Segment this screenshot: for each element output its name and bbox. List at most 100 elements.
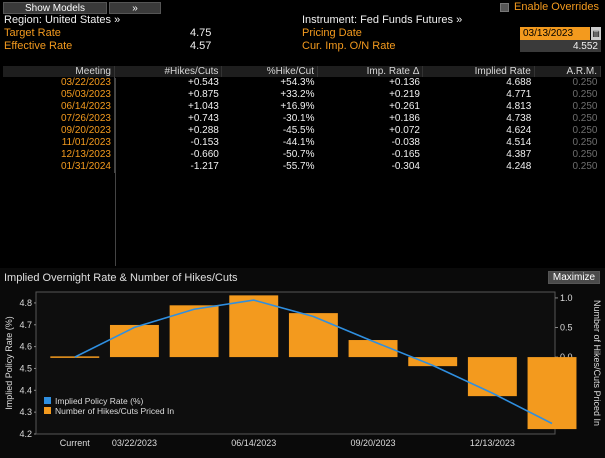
bar bbox=[348, 340, 398, 358]
y-tick-label: 4.2 bbox=[19, 429, 32, 439]
pricing-date-label: Pricing Date bbox=[302, 27, 362, 39]
implied-rate-line bbox=[74, 299, 553, 425]
imp-rate-delta-cell: +0.072 bbox=[389, 125, 420, 136]
pct-hike-cut-cell: -45.5% bbox=[282, 125, 315, 136]
pct-hike-cut-cell: -30.1% bbox=[282, 113, 315, 124]
implied-rate-cell: 4.514 bbox=[506, 137, 532, 148]
implied-rate-cell: 4.688 bbox=[506, 77, 532, 88]
imp-rate-delta-cell: +0.219 bbox=[389, 89, 420, 100]
table-row[interactable]: 05/03/2023 +0.875 +33.2% +0.219 4.771 0.250 bbox=[3, 89, 601, 101]
implied-rate-cell: 4.387 bbox=[506, 149, 532, 160]
bar bbox=[109, 324, 159, 358]
meeting-cell: 06/14/2023 bbox=[3, 101, 115, 113]
col-imp-rate-delta[interactable]: Imp. Rate Δ bbox=[317, 66, 424, 77]
hikes-cuts-cell: +1.043 bbox=[188, 101, 219, 112]
pct-hike-cut-cell: -44.1% bbox=[282, 137, 315, 148]
meetings-table: Meeting #Hikes/Cuts %Hike/Cut Imp. Rate … bbox=[3, 66, 602, 173]
hikes-cuts-cell: +0.743 bbox=[188, 113, 219, 124]
table-row[interactable]: 01/31/2024 -1.217 -55.7% -0.304 4.248 0.250 bbox=[3, 161, 601, 173]
implied-rate-cell: 4.248 bbox=[506, 161, 532, 172]
imp-rate-delta-cell: -0.304 bbox=[391, 161, 420, 172]
table-row[interactable]: 07/26/2023 +0.743 -30.1% +0.186 4.738 0.250 bbox=[3, 113, 601, 125]
target-rate-label: Target Rate bbox=[4, 27, 61, 39]
implied-rate-cell: 4.738 bbox=[506, 113, 532, 124]
implied-rate-cell: 4.771 bbox=[506, 89, 532, 100]
y-tick-label: 4.7 bbox=[19, 320, 32, 330]
bar bbox=[288, 313, 338, 358]
expand-button[interactable]: » bbox=[109, 2, 161, 14]
meeting-cell: 05/03/2023 bbox=[3, 89, 115, 101]
y-tick-label: 4.4 bbox=[19, 385, 32, 395]
bar bbox=[169, 305, 219, 358]
chart-title: Implied Overnight Rate & Number of Hikes… bbox=[4, 272, 238, 284]
effective-rate-label: Effective Rate bbox=[4, 40, 73, 52]
arm-cell: 0.250 bbox=[572, 89, 598, 100]
arm-cell: 0.250 bbox=[572, 101, 598, 112]
enable-overrides-label: Enable Overrides bbox=[514, 1, 599, 13]
pct-hike-cut-cell: -55.7% bbox=[282, 161, 315, 172]
x-tick-label: 03/22/2023 bbox=[112, 438, 157, 448]
implied-rate-chart: 4.84.74.64.54.44.34.21.00.50.0-0.5-1.0Im… bbox=[4, 291, 602, 448]
arm-cell: 0.250 bbox=[572, 137, 598, 148]
cur-imp-rate-field: 4.552 bbox=[520, 40, 601, 52]
hikes-cuts-cell: +0.543 bbox=[188, 77, 219, 88]
hikes-cuts-cell: -0.660 bbox=[190, 149, 219, 160]
col-implied-rate[interactable]: Implied Rate bbox=[422, 66, 535, 77]
pct-hike-cut-cell: +33.2% bbox=[280, 89, 315, 100]
bar bbox=[527, 357, 577, 430]
bar bbox=[229, 295, 279, 358]
arm-cell: 0.250 bbox=[572, 113, 598, 124]
hikes-cuts-cell: +0.875 bbox=[188, 89, 219, 100]
y2-tick-label: 0.5 bbox=[560, 323, 573, 333]
hikes-cuts-cell: -1.217 bbox=[190, 161, 219, 172]
hikes-cuts-cell: +0.288 bbox=[188, 125, 219, 136]
table-row[interactable]: 11/01/2023 -0.153 -44.1% -0.038 4.514 0.250 bbox=[3, 137, 601, 149]
arm-cell: 0.250 bbox=[572, 77, 598, 88]
meeting-cell: 11/01/2023 bbox=[3, 137, 115, 149]
pct-hike-cut-cell: -50.7% bbox=[282, 149, 315, 160]
meeting-cell: 12/13/2023 bbox=[3, 149, 115, 161]
region-selector[interactable]: Region: United States » bbox=[4, 14, 121, 26]
table-row[interactable]: 09/20/2023 +0.288 -45.5% +0.072 4.624 0.250 bbox=[3, 125, 601, 137]
col-pct-hike-cut[interactable]: %Hike/Cut bbox=[221, 66, 319, 77]
y-tick-label: 4.3 bbox=[19, 407, 32, 417]
x-tick-label: 09/20/2023 bbox=[351, 438, 396, 448]
col-hikes-cuts[interactable]: #Hikes/Cuts bbox=[114, 66, 223, 77]
meeting-cell: 09/20/2023 bbox=[3, 125, 115, 137]
enable-overrides-checkbox[interactable] bbox=[500, 3, 509, 12]
instrument-selector[interactable]: Instrument: Fed Funds Futures » bbox=[302, 14, 463, 26]
imp-rate-delta-cell: +0.136 bbox=[389, 77, 420, 88]
x-tick-label: 12/13/2023 bbox=[470, 438, 515, 448]
y-tick-label: 4.5 bbox=[19, 363, 32, 373]
arm-cell: 0.250 bbox=[572, 149, 598, 160]
y-axis-label: Implied Policy Rate (%) bbox=[4, 316, 14, 410]
y2-tick-label: 1.0 bbox=[560, 293, 573, 303]
effective-rate-value: 4.57 bbox=[190, 40, 212, 52]
imp-rate-delta-cell: +0.186 bbox=[389, 113, 420, 124]
col-meeting[interactable]: Meeting bbox=[3, 66, 115, 77]
pricing-date-input[interactable]: 03/13/2023 bbox=[520, 27, 590, 40]
bar bbox=[408, 357, 458, 367]
x-tick-label: Current bbox=[60, 438, 91, 448]
show-models-button[interactable]: Show Models bbox=[3, 2, 107, 14]
imp-rate-delta-cell: -0.165 bbox=[391, 149, 420, 160]
table-row[interactable]: 12/13/2023 -0.660 -50.7% -0.165 4.387 0.250 bbox=[3, 149, 601, 161]
calendar-icon[interactable]: ▤ bbox=[591, 27, 601, 40]
target-rate-value: 4.75 bbox=[190, 27, 212, 39]
implied-rate-cell: 4.624 bbox=[506, 125, 532, 136]
table-row[interactable]: 03/22/2023 +0.543 +54.3% +0.136 4.688 0.250 bbox=[3, 77, 601, 89]
col-arm[interactable]: A.R.M. bbox=[534, 66, 602, 77]
y2-axis-label: Number of Hikes/Cuts Priced In bbox=[592, 300, 602, 426]
bar bbox=[467, 357, 517, 397]
legend-swatch bbox=[44, 397, 51, 404]
table-row[interactable]: 06/14/2023 +1.043 +16.9% +0.261 4.813 0.250 bbox=[3, 101, 601, 113]
pct-hike-cut-cell: +16.9% bbox=[280, 101, 315, 112]
legend-label: Number of Hikes/Cuts Priced In bbox=[55, 406, 174, 416]
meeting-cell: 01/31/2024 bbox=[3, 161, 115, 173]
implied-rate-cell: 4.813 bbox=[506, 101, 532, 112]
arm-cell: 0.250 bbox=[572, 161, 598, 172]
imp-rate-delta-cell: +0.261 bbox=[389, 101, 420, 112]
meeting-cell: 07/26/2023 bbox=[3, 113, 115, 125]
maximize-button[interactable]: Maximize bbox=[548, 271, 600, 284]
pct-hike-cut-cell: +54.3% bbox=[280, 77, 315, 88]
